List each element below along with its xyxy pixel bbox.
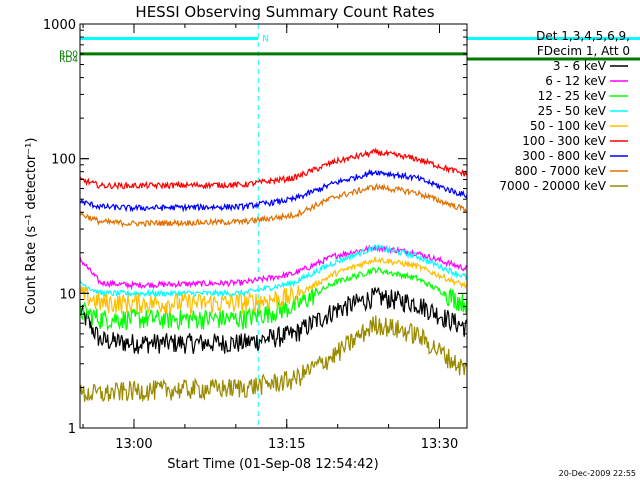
series-lines: [80, 147, 467, 403]
y-tick-label-3: 1000: [43, 18, 76, 33]
legend: Det 1,3,4,5,6,9,FDecim 1, Att 03 - 6 keV…: [499, 29, 630, 193]
state-bar-label-2: N: [262, 35, 269, 45]
legend-label-2: 12 - 25 keV: [538, 89, 607, 103]
y-axis-label: Count Rate (s⁻¹ detector⁻¹): [24, 138, 39, 315]
x-axis-label: Start Time (01-Sep-08 12:54:42): [167, 457, 378, 472]
legend-label-5: 100 - 300 keV: [522, 134, 606, 148]
y-tick-label-0: 1: [68, 422, 76, 437]
x-tick-label-0: 13:00: [115, 437, 152, 452]
legend-label-0: 3 - 6 keV: [553, 59, 607, 73]
state-bar-label-1: RD4: [59, 55, 78, 65]
series-line-8: [80, 315, 467, 403]
legend-label-8: 7000 - 20000 keV: [499, 179, 606, 193]
legend-label-1: 6 - 12 keV: [545, 74, 607, 88]
y-tick-label-2: 100: [51, 153, 76, 168]
series-line-4: [80, 256, 467, 317]
legend-label-7: 800 - 7000 keV: [515, 164, 607, 178]
plot-frame: [79, 23, 468, 429]
x-tick-label-1: 13:15: [268, 437, 305, 452]
legend-header-1: FDecim 1, Att 0: [537, 44, 630, 58]
legend-label-4: 50 - 100 keV: [530, 119, 607, 133]
series-line-0: [80, 287, 467, 354]
time-markers: [80, 24, 259, 428]
legend-header-0: Det 1,3,4,5,6,9,: [536, 29, 630, 43]
chart-title: HESSI Observing Summary Count Rates: [135, 3, 434, 21]
legend-label-6: 300 - 800 keV: [522, 149, 606, 163]
series-line-7: [80, 182, 467, 228]
series-line-6: [80, 168, 467, 213]
timestamp: 20-Dec-2009 22:55: [559, 469, 636, 478]
x-axis: 13:00 13:15 13:30: [82, 24, 458, 452]
x-tick-label-2: 13:30: [421, 437, 458, 452]
y-axis: 1 10 100 1000: [43, 18, 467, 437]
legend-label-3: 25 - 50 keV: [538, 104, 607, 118]
y-tick-label-1: 10: [59, 287, 76, 302]
series-line-5: [80, 147, 467, 191]
series-line-2: [80, 266, 467, 332]
series-line-3: [80, 244, 467, 299]
state-bar-label-0: RD0: [59, 50, 78, 60]
